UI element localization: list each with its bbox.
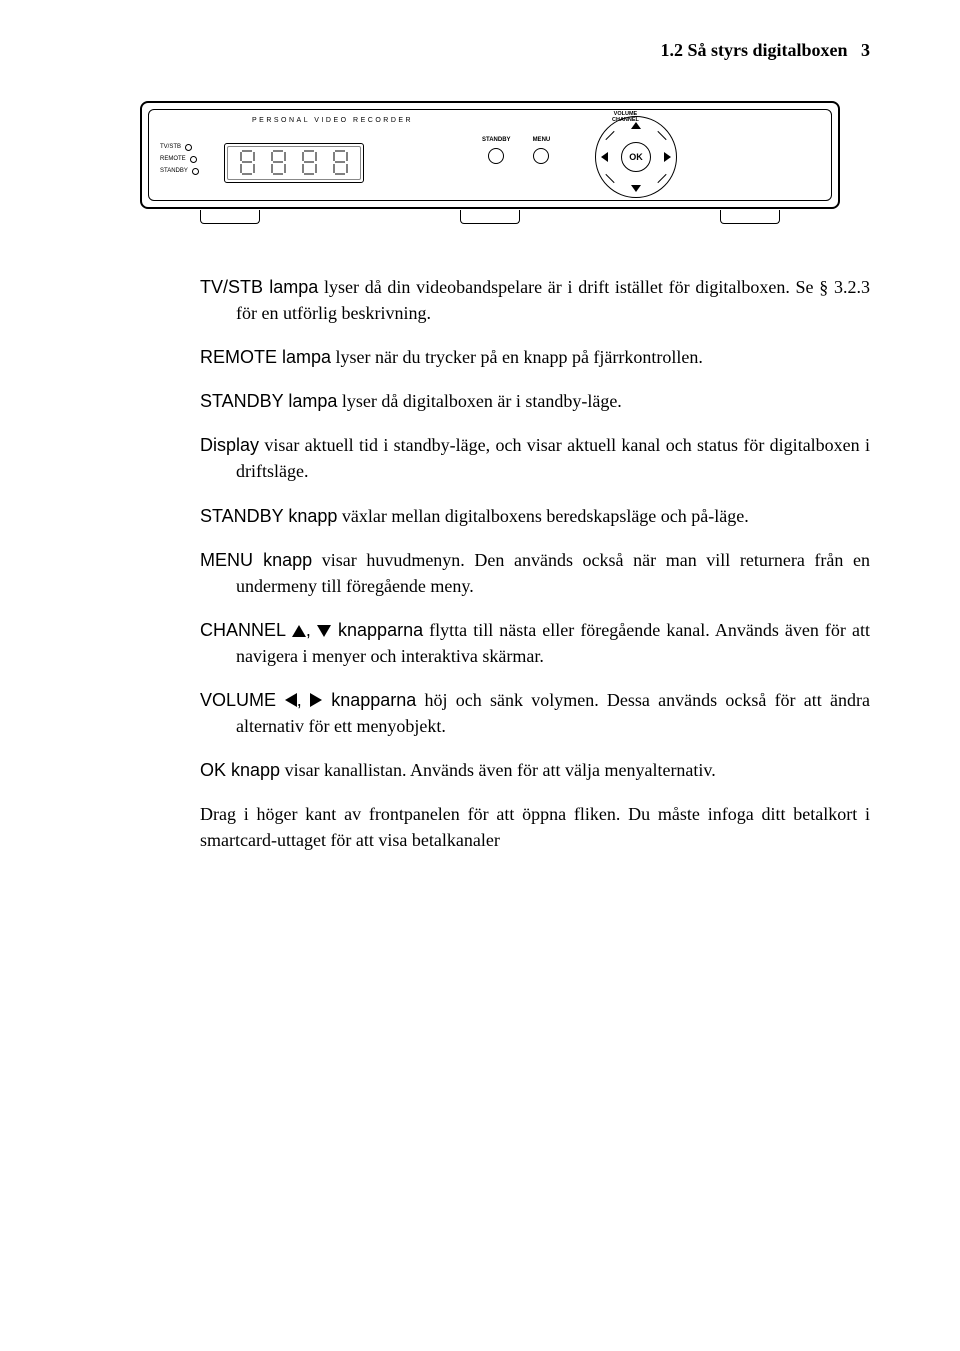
- term-remote: REMOTE lampa: [200, 347, 331, 367]
- seg-digit: [270, 150, 288, 176]
- led-label-standby: STANDBY: [160, 165, 188, 177]
- term-tvstb: TV/STB lampa: [200, 277, 318, 297]
- device-foot: [720, 210, 780, 224]
- triangle-down-icon: [317, 625, 331, 637]
- term-ok: OK knapp: [200, 760, 280, 780]
- term-standby-lamp: STANDBY lampa: [200, 391, 337, 411]
- menu-button-label: MENU: [533, 137, 551, 143]
- entry-standby-btn: STANDBY knapp växlar mellan digitalboxen…: [200, 503, 870, 529]
- entry-display: Display visar aktuell tid i standby-läge…: [200, 432, 870, 484]
- term-volume-a: VOLUME: [200, 690, 285, 710]
- entry-tvstb: TV/STB lampa lyser då din videobandspela…: [200, 274, 870, 326]
- led-indicator: [185, 144, 192, 151]
- entry-standby-lamp: STANDBY lampa lyser då digitalboxen är i…: [200, 388, 870, 414]
- seg-digit: [301, 150, 319, 176]
- arrow-down-icon: [631, 185, 641, 192]
- arrow-up-icon: [631, 122, 641, 129]
- term-standby-btn: STANDBY knapp: [200, 506, 337, 526]
- device-foot: [460, 210, 520, 224]
- text-display: visar aktuell tid i standby-läge, och vi…: [236, 435, 870, 481]
- standby-button-diagram: STANDBY: [482, 137, 511, 164]
- text-standby-lamp: lyser då digitalboxen är i standby-läge.: [337, 391, 621, 411]
- text-tvstb: lyser då din videobandspelare är i drift…: [236, 277, 870, 323]
- triangle-up-icon: [292, 625, 306, 637]
- term-menu-btn: MENU knapp: [200, 550, 312, 570]
- text-ok: visar kanallistan. Används även för att …: [280, 760, 716, 780]
- term-channel-a: CHANNEL: [200, 620, 292, 640]
- content-body: TV/STB lampa lyser då din videobandspela…: [200, 274, 870, 854]
- arrow-right-icon: [664, 152, 671, 162]
- device-brand-label: PERSONAL VIDEO RECORDER: [252, 117, 413, 124]
- term-display: Display: [200, 435, 259, 455]
- nav-pad: VOLUMECHANNEL OK: [592, 113, 680, 201]
- menu-button-diagram: MENU: [533, 137, 551, 164]
- page-header: 1.2 Så styrs digitalboxen 3: [110, 40, 870, 61]
- triangle-left-icon: [285, 693, 297, 707]
- text-menu-btn: visar huvudmenyn. Den används också när …: [236, 550, 870, 596]
- text-remote: lyser när du trycker på en knapp på fjär…: [331, 347, 703, 367]
- seg-digit: [332, 150, 350, 176]
- led-indicator: [190, 156, 197, 163]
- seven-seg-display: [224, 143, 364, 183]
- entry-channel: CHANNEL , knapparna flytta till nästa el…: [200, 617, 870, 669]
- ok-button-diagram: OK: [621, 142, 651, 172]
- entry-ok: OK knapp visar kanallistan. Används även…: [200, 757, 870, 783]
- seg-digit: [239, 150, 257, 176]
- entry-remote: REMOTE lampa lyser när du trycker på en …: [200, 344, 870, 370]
- term-channel-b: knapparna: [331, 620, 423, 640]
- triangle-right-icon: [310, 693, 322, 707]
- led-label-tvstb: TV/STB: [160, 141, 181, 153]
- standby-button-label: STANDBY: [482, 137, 511, 143]
- page-number: 3: [861, 40, 870, 60]
- text-standby-btn: växlar mellan digitalboxens beredskapslä…: [337, 506, 748, 526]
- entry-volume: VOLUME , knapparna höj och sänk volymen.…: [200, 687, 870, 739]
- led-indicator: [192, 168, 199, 175]
- led-label-remote: REMOTE: [160, 153, 186, 165]
- term-volume-b: knapparna: [322, 690, 416, 710]
- device-diagram: PERSONAL VIDEO RECORDER TV/STB REMOTE ST…: [140, 101, 840, 224]
- section-title: 1.2 Så styrs digitalboxen: [660, 40, 847, 60]
- led-group: TV/STB REMOTE STANDBY: [160, 141, 199, 177]
- device-foot: [200, 210, 260, 224]
- entry-menu-btn: MENU knapp visar huvudmenyn. Den används…: [200, 547, 870, 599]
- arrow-left-icon: [601, 152, 608, 162]
- footer-paragraph: Drag i höger kant av frontpanelen för at…: [200, 801, 870, 853]
